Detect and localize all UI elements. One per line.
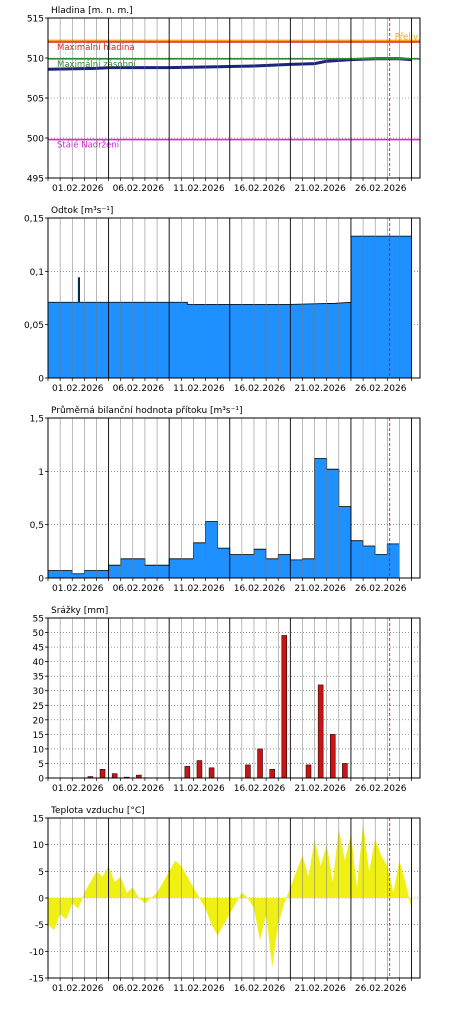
y-tick-label: 1,5 <box>30 415 44 425</box>
bar <box>208 767 215 779</box>
bar <box>305 764 312 779</box>
x-tick-label: 06.02.2026 <box>113 784 165 794</box>
chart-title: Odtok [m³s⁻¹] <box>51 206 113 216</box>
x-tick-label: 26.02.2026 <box>355 984 407 994</box>
y-tick-label: 515 <box>27 15 44 25</box>
y-tick-label: 45 <box>33 644 44 654</box>
reference-line-label: Maximální hladina <box>57 43 135 53</box>
x-tick-label: 01.02.2026 <box>52 384 104 394</box>
series-outline <box>48 458 400 575</box>
x-tick-label: 26.02.2026 <box>355 584 407 594</box>
x-tick-label: 26.02.2026 <box>355 184 407 194</box>
bar <box>281 635 288 779</box>
chart-title: Teplota vzduchu [°C] <box>50 806 145 816</box>
reference-line-label: Stálé Nadržení <box>57 140 120 151</box>
x-tick-label: 11.02.2026 <box>173 384 225 394</box>
y-tick-label: 25 <box>33 702 44 712</box>
y-tick-label: 0,5 <box>30 521 44 531</box>
y-tick-label: 0,1 <box>30 268 44 278</box>
y-tick-label: 0 <box>38 895 44 905</box>
y-tick-label: 510 <box>27 55 44 65</box>
bar <box>184 766 191 779</box>
x-tick-label: 11.02.2026 <box>173 784 225 794</box>
y-tick-label: 0 <box>38 375 44 385</box>
y-tick-label: -10 <box>29 948 44 958</box>
y-tick-label: 15 <box>33 815 44 825</box>
y-tick-label: 0,05 <box>24 321 44 331</box>
chart-panel-1: Hladina [m. n. m.] 495 500 505 510 515 Přeliv M… <box>27 6 421 194</box>
x-tick-label: 16.02.2026 <box>234 384 286 394</box>
chart-panel-5: Teplota vzduchu [°C] -15 -10 -5 0 5 10 15 01.02.… <box>29 806 421 994</box>
y-tick-label: 50 <box>33 629 45 639</box>
x-tick-label: 21.02.2026 <box>294 584 346 594</box>
x-tick-label: 06.02.2026 <box>113 984 165 994</box>
plot-frame <box>47 817 421 979</box>
y-tick-label: 5 <box>38 868 44 878</box>
x-tick-label: 06.02.2026 <box>113 384 165 394</box>
x-tick-label: 16.02.2026 <box>234 184 286 194</box>
bar <box>111 773 118 779</box>
y-tick-label: -15 <box>29 975 44 985</box>
x-tick-label: 21.02.2026 <box>294 984 346 994</box>
x-tick-label: 01.02.2026 <box>52 184 104 194</box>
x-tick-label: 11.02.2026 <box>173 984 225 994</box>
y-tick-label: 20 <box>33 716 45 726</box>
chart-panel-4: Srážky [mm] 0 5 10 15 20 25 30 35 40 45 50 55 01.02.2… <box>33 606 421 794</box>
y-tick-label: 5 <box>38 760 44 770</box>
chart-title: Průměrná bilanční hodnota přítoku [m³s⁻¹… <box>51 405 242 416</box>
x-tick-label: 01.02.2026 <box>52 584 104 594</box>
x-tick-label: 16.02.2026 <box>234 984 286 994</box>
x-tick-label: 06.02.2026 <box>113 584 165 594</box>
y-tick-label: 30 <box>33 687 45 697</box>
x-tick-label: 06.02.2026 <box>113 184 165 194</box>
bar <box>196 760 203 779</box>
chart-title: Srážky [mm] <box>51 606 108 616</box>
y-tick-label: 10 <box>33 841 45 851</box>
y-tick-label: 0 <box>38 775 44 785</box>
series-area <box>48 458 400 578</box>
x-tick-label: 21.02.2026 <box>294 184 346 194</box>
plot-frame <box>47 617 421 779</box>
bar <box>317 684 324 779</box>
y-tick-label: 500 <box>27 135 44 145</box>
y-tick-label: 1 <box>38 468 44 478</box>
reference-line-label: Přeliv <box>395 32 418 42</box>
x-tick-label: 21.02.2026 <box>294 384 346 394</box>
plot-background <box>48 618 420 778</box>
y-tick-label: 0 <box>38 575 44 585</box>
bar <box>99 769 106 779</box>
x-tick-label: 01.02.2026 <box>52 784 104 794</box>
x-tick-label: 01.02.2026 <box>52 984 104 994</box>
bar <box>245 764 251 779</box>
x-tick-label: 26.02.2026 <box>355 784 407 794</box>
bar <box>269 769 275 779</box>
x-tick-label: 26.02.2026 <box>355 384 407 394</box>
bar <box>257 748 263 779</box>
x-tick-label: 16.02.2026 <box>234 784 286 794</box>
y-tick-label: 40 <box>33 658 45 668</box>
series-outline <box>48 235 412 305</box>
x-tick-label: 11.02.2026 <box>173 184 225 194</box>
plot-frame <box>47 217 421 379</box>
x-tick-label: 21.02.2026 <box>294 784 346 794</box>
y-tick-label: 15 <box>33 731 44 741</box>
bar <box>330 734 336 779</box>
plot-frame <box>47 417 421 579</box>
y-tick-label: 495 <box>27 175 44 185</box>
x-tick-label: 16.02.2026 <box>234 584 286 594</box>
y-tick-label: 505 <box>27 95 44 105</box>
bar <box>342 763 348 779</box>
y-tick-label: 55 <box>33 615 44 625</box>
y-tick-label: 10 <box>33 745 45 755</box>
x-tick-label: 11.02.2026 <box>173 584 225 594</box>
chart-panel-2: Odtok [m³s⁻¹] 0 0,05 0,1 0,15 01.02.2026 06.02… <box>24 206 421 394</box>
chart-title: Hladina [m. n. m.] <box>51 6 133 16</box>
y-tick-label: 0,15 <box>24 215 44 225</box>
plot-frame <box>47 17 421 179</box>
chart-panel-3: Průměrná bilanční hodnota přítoku [m³s⁻¹… <box>30 405 421 594</box>
y-tick-label: 35 <box>33 673 44 683</box>
y-tick-label: -5 <box>35 921 44 931</box>
